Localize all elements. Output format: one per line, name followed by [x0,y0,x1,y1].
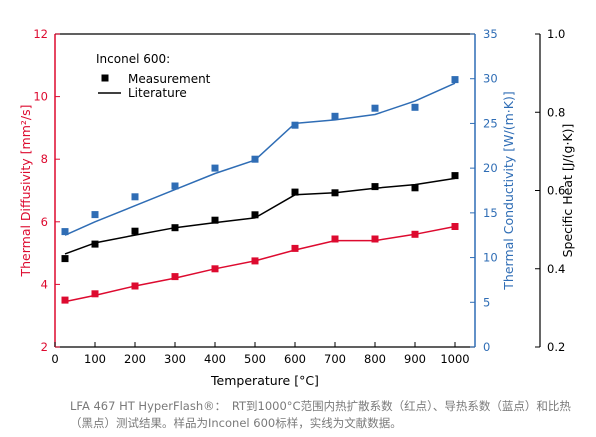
x-tick-label: 300 [164,352,186,366]
diffusivity-tick-label: 12 [33,27,48,41]
specific-heat-measurement-point [331,189,339,197]
diffusivity-tick-label: 4 [41,277,48,291]
specific-heat-measurement-point [211,216,219,224]
legend-measurement-label: Measurement [128,72,211,86]
x-tick-label: 1000 [440,352,469,366]
specific-heat-measurement-point [371,183,379,191]
x-tick-label: 0 [51,352,58,366]
conductivity-tick-label: 0 [483,340,490,354]
x-tick-label: 500 [244,352,266,366]
diffusivity-measurement-point [171,273,179,281]
x-tick-label: 100 [84,352,106,366]
x-tick-label: 700 [324,352,346,366]
x-tick-label: 400 [204,352,226,366]
diffusivity-measurement-point [131,282,139,290]
conductivity-tick-label: 25 [483,116,498,130]
specific-heat-tick-label: 0.4 [547,262,565,276]
legend-measurement-marker [101,74,109,82]
x-axis-label: Temperature [°C] [210,373,319,388]
conductivity-measurement-point [131,193,139,201]
conductivity-tick-label: 30 [483,72,498,86]
specific-heat-measurement-point [91,240,99,248]
conductivity-measurement-point [411,103,419,111]
specific-heat-measurement-point [411,184,419,192]
specific-heat-tick-label: 1.0 [547,27,565,41]
conductivity-measurement-point [371,104,379,112]
specific-heat-measurement-point [171,224,179,232]
conductivity-tick-label: 35 [483,27,498,41]
diffusivity-measurement-point [331,235,339,243]
conductivity-axis-label: Thermal Conductivity [W/(m·K)] [501,91,516,290]
conductivity-measurement-point [171,182,179,190]
x-tick-label: 800 [364,352,386,366]
conductivity-measurement-point [331,112,339,120]
conductivity-tick-label: 5 [483,295,490,309]
conductivity-measurement-point [291,121,299,129]
conductivity-measurement-point [451,76,459,84]
conductivity-measurement-point [61,228,69,236]
diffusivity-measurement-point [411,230,419,238]
diffusivity-tick-label: 10 [33,90,48,104]
conductivity-measurement-point [251,155,259,163]
diffusivity-measurement-point [61,296,69,304]
conductivity-measurement-point [211,164,219,172]
conductivity-tick-label: 15 [483,206,498,220]
x-tick-label: 200 [124,352,146,366]
conductivity-tick-label: 20 [483,161,498,175]
specific-heat-measurement-point [131,227,139,235]
specific-heat-tick-label: 0.8 [547,105,565,119]
conductivity-measurement-point [91,211,99,219]
x-tick-label: 600 [284,352,306,366]
conductivity-literature-line [64,82,456,236]
conductivity-tick-label: 10 [483,251,498,265]
legend-title: Inconel 600: [96,52,170,66]
thermal-properties-chart: 0 100 200 300 400 500 600 700 800 900 1000Temperat… [18,27,575,388]
specific-heat-axis-label: Specific Heat [J/(g·K)] [560,124,575,258]
specific-heat-measurement-point [291,188,299,196]
specific-heat-tick-label: 0.2 [547,340,565,354]
diffusivity-tick-label: 2 [41,340,48,354]
legend-literature-label: Literature [128,86,187,100]
diffusivity-measurement-point [251,257,259,265]
specific-heat-measurement-point [61,255,69,263]
x-tick-label: 900 [404,352,426,366]
diffusivity-measurement-point [291,244,299,252]
diffusivity-axis-label: Thermal Diffusivity [mm²/s] [18,104,33,277]
diffusivity-measurement-point [451,223,459,230]
specific-heat-measurement-point [451,172,459,180]
diffusivity-tick-label: 6 [41,215,48,229]
diffusivity-measurement-point [91,290,99,298]
diffusivity-tick-label: 8 [41,152,48,166]
specific-heat-measurement-point [251,211,259,219]
figure-caption: LFA 467 HT HyperFlash®： RT到1000°C范围内热扩散系… [70,399,571,430]
specific-heat-tick-label: 0.6 [547,184,565,198]
diffusivity-measurement-point [211,265,219,273]
diffusivity-measurement-point [371,235,379,243]
specific-heat-literature-line [64,177,456,255]
